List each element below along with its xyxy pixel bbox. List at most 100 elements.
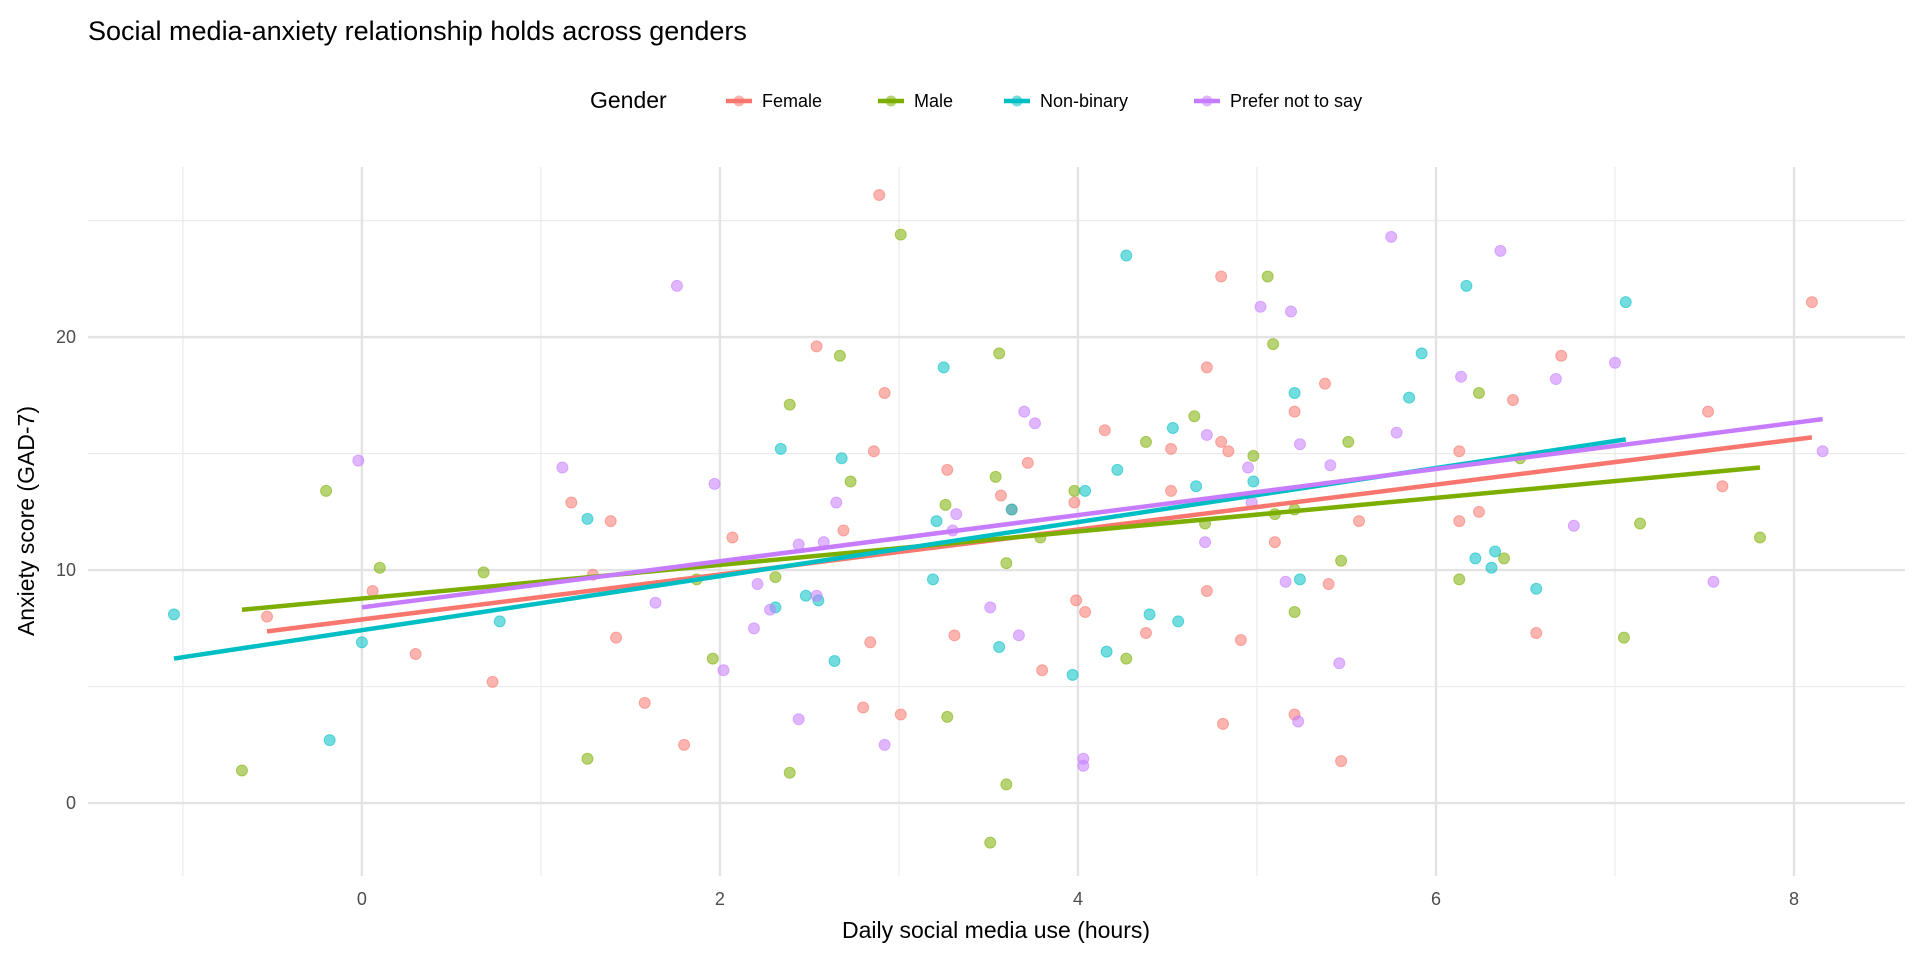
data-point xyxy=(774,442,787,455)
data-point xyxy=(1288,387,1301,400)
data-point xyxy=(1268,536,1281,549)
data-point xyxy=(1139,626,1152,639)
data-point xyxy=(984,836,997,849)
data-point xyxy=(993,347,1006,360)
data-point xyxy=(1111,463,1124,476)
data-point xyxy=(1068,484,1081,497)
data-point xyxy=(835,452,848,465)
data-point xyxy=(1172,615,1185,628)
data-point xyxy=(1816,445,1829,458)
data-point xyxy=(1120,249,1133,262)
data-point xyxy=(261,610,274,623)
data-point xyxy=(1292,715,1305,728)
data-point xyxy=(1215,270,1228,283)
data-point xyxy=(833,349,846,362)
data-point xyxy=(1242,461,1255,474)
data-point xyxy=(764,603,777,616)
data-point xyxy=(1322,578,1335,591)
x-axis-title: Daily social media use (hours) xyxy=(842,917,1150,943)
y-tick-label: 10 xyxy=(56,560,76,580)
data-point xyxy=(1318,377,1331,390)
data-point xyxy=(1188,410,1201,423)
data-point xyxy=(984,601,997,614)
data-point xyxy=(873,188,886,201)
data-point xyxy=(994,489,1007,502)
data-point xyxy=(1335,755,1348,768)
data-point xyxy=(486,675,499,688)
data-point xyxy=(894,228,907,241)
data-point xyxy=(678,738,691,751)
data-point xyxy=(1288,405,1301,418)
data-point xyxy=(604,515,617,528)
data-point xyxy=(1460,279,1473,292)
data-point xyxy=(1530,582,1543,595)
data-point xyxy=(867,445,880,458)
data-point xyxy=(1353,515,1366,528)
data-point xyxy=(844,475,857,488)
data-point xyxy=(1261,270,1274,283)
data-point xyxy=(1617,631,1630,644)
trend-lines xyxy=(173,416,1823,661)
data-point xyxy=(610,631,623,644)
data-point xyxy=(1716,480,1729,493)
data-point xyxy=(1453,445,1466,458)
data-point xyxy=(1012,629,1025,642)
legend: Gender Female Male Non-binary Prefer not to… xyxy=(590,87,1362,113)
data-point xyxy=(1079,606,1092,619)
y-tick-label: 20 xyxy=(56,327,76,347)
data-point xyxy=(1021,456,1034,469)
data-point xyxy=(1199,536,1212,549)
legend-label: Non-binary xyxy=(1040,91,1128,111)
data-point xyxy=(1390,426,1403,439)
data-point xyxy=(1805,296,1818,309)
x-tick-label: 6 xyxy=(1431,889,1441,909)
x-tick-label: 0 xyxy=(357,889,367,909)
data-point xyxy=(1165,484,1178,497)
legend-title: Gender xyxy=(590,87,667,113)
data-point xyxy=(792,538,805,551)
trend-line xyxy=(361,416,1823,610)
data-point xyxy=(1028,417,1041,430)
data-point xyxy=(1702,405,1715,418)
data-point xyxy=(941,463,954,476)
data-point xyxy=(581,752,594,765)
data-point xyxy=(1753,531,1766,544)
data-point xyxy=(837,524,850,537)
data-point xyxy=(1200,428,1213,441)
tick-labels: 0 2 4 6 8 0 10 20 xyxy=(56,327,1799,909)
data-point xyxy=(926,573,939,586)
data-point xyxy=(1077,759,1090,772)
y-axis-title: Anxiety score (GAD-7) xyxy=(13,406,39,636)
data-point xyxy=(1489,545,1502,558)
data-point xyxy=(1005,503,1018,516)
data-point xyxy=(1279,575,1292,588)
data-point xyxy=(1608,356,1621,369)
data-point xyxy=(1549,373,1562,386)
y-tick-label: 0 xyxy=(66,793,76,813)
data-point xyxy=(1200,361,1213,374)
grid xyxy=(88,167,1905,876)
data-point xyxy=(1216,717,1229,730)
data-point xyxy=(1036,664,1049,677)
data-point xyxy=(1455,370,1468,383)
data-point xyxy=(894,708,907,721)
x-tick-label: 8 xyxy=(1789,889,1799,909)
data-point xyxy=(1098,424,1111,437)
data-point xyxy=(950,508,963,521)
data-point xyxy=(1165,442,1178,455)
data-point xyxy=(1530,626,1543,639)
legend-key-point xyxy=(885,95,897,107)
legend-label: Female xyxy=(762,91,822,111)
points xyxy=(167,188,1829,849)
data-point xyxy=(857,701,870,714)
data-point xyxy=(638,696,651,709)
data-point xyxy=(1215,435,1228,448)
x-tick-label: 4 xyxy=(1073,889,1083,909)
data-point xyxy=(1000,778,1013,791)
legend-key-point xyxy=(1011,95,1023,107)
data-point xyxy=(565,496,578,509)
data-point xyxy=(323,734,336,747)
legend-key-point xyxy=(1201,95,1213,107)
data-point xyxy=(1707,575,1720,588)
